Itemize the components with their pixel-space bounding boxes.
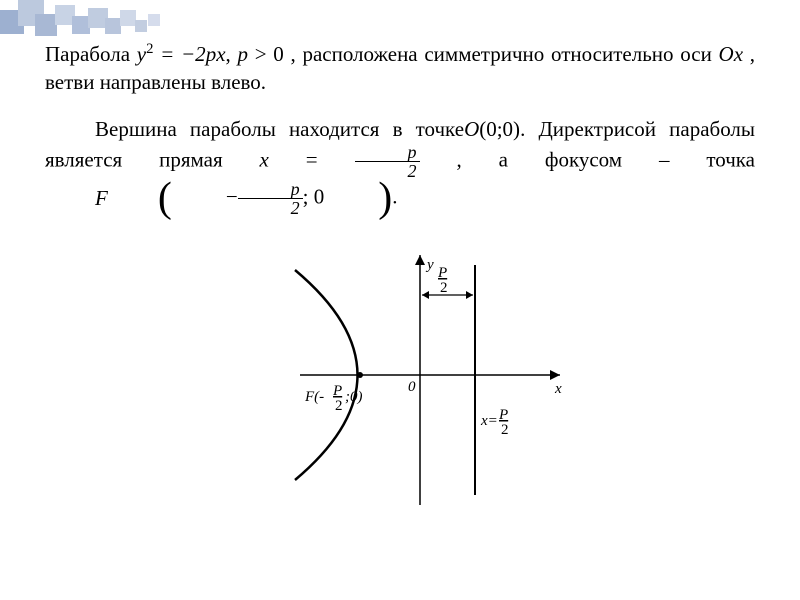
p2-frac2: p2 — [238, 180, 303, 217]
svg-text:x=: x= — [480, 413, 498, 429]
p2-focus-expr: F(−p2; 0) — [45, 180, 392, 217]
svg-text:P: P — [437, 265, 447, 281]
svg-text:2: 2 — [501, 422, 509, 438]
svg-text:P: P — [332, 383, 342, 399]
p1-text-b: , расположена симметрично относительно о… — [290, 42, 718, 66]
svg-text:P: P — [498, 407, 508, 423]
p2-semi: ; 0 — [303, 184, 325, 208]
p2-frac2-num: p — [238, 180, 303, 199]
corner-decoration — [0, 0, 180, 35]
p2-frac-num: p — [355, 143, 420, 162]
p2-eq: = — [269, 147, 355, 171]
svg-text:2: 2 — [440, 280, 448, 296]
paragraph-2: Вершина параболы находится в точкеO(0;0)… — [45, 115, 755, 217]
svg-text:2: 2 — [335, 398, 343, 414]
p1-ox: Ox — [719, 42, 744, 66]
p2-frac2-den: 2 — [238, 199, 303, 217]
p1-eq2: = −2 — [153, 42, 205, 66]
svg-text:;0): ;0) — [345, 389, 363, 405]
svg-text:F(-: F(- — [304, 389, 324, 405]
p1-p: p — [237, 42, 248, 66]
p2-x: x — [260, 147, 269, 171]
p2-O: O — [464, 117, 479, 141]
parabola-diagram: yx0P2x=P2F(- P2;0) — [220, 235, 580, 515]
p2-F: F — [45, 184, 108, 212]
svg-text:x: x — [554, 381, 562, 397]
p2-text-d: . — [392, 184, 397, 208]
paragraph-1: Парабола y2 = −2px, p > 0 , расположена … — [45, 40, 755, 97]
p2-inner: −p2; 0 — [172, 180, 328, 217]
svg-text:y: y — [425, 257, 434, 273]
svg-text:0: 0 — [408, 379, 416, 395]
lparen: ( — [108, 182, 172, 216]
p1-y: y — [137, 42, 146, 66]
rparen: ) — [328, 182, 392, 216]
p2-text-c: , а фокусом – точка — [420, 147, 755, 171]
content-area: Парабола y2 = −2px, p > 0 , расположена … — [0, 0, 800, 535]
p1-comma: , — [226, 42, 238, 66]
p1-px: px — [206, 42, 226, 66]
p2-neg: − — [226, 184, 238, 208]
p2-text-a: Вершина параболы находится в точке — [95, 117, 464, 141]
p1-gt: > 0 — [248, 42, 291, 66]
p2-coords: (0;0) — [479, 117, 520, 141]
p1-text-a: Парабола — [45, 42, 137, 66]
